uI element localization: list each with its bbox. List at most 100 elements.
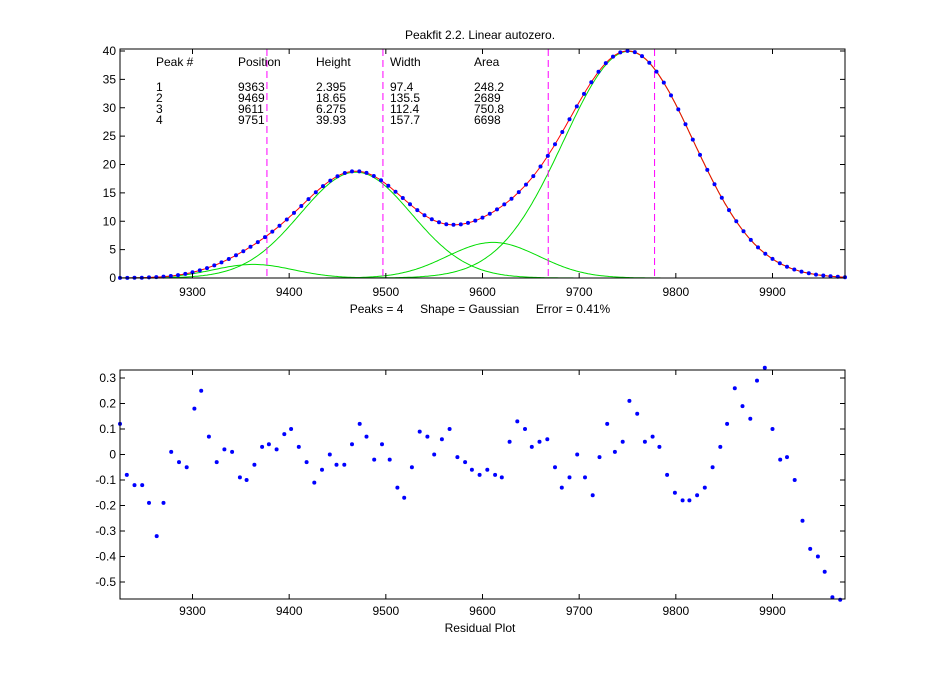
y-tick-label: -0.5: [95, 575, 116, 589]
x-tick-label: 9900: [759, 604, 786, 618]
residual-point: [161, 500, 166, 505]
data-point: [255, 240, 260, 245]
residual-point: [222, 447, 227, 452]
residual-point: [395, 485, 400, 490]
x-tick-label: 9300: [179, 604, 206, 618]
residual-point: [237, 475, 242, 480]
residual-point: [792, 478, 797, 482]
table-cell: 2.395: [316, 80, 346, 94]
residual-point: [553, 465, 557, 470]
residual-point: [364, 434, 369, 439]
data-point: [379, 178, 383, 183]
data-point: [226, 257, 231, 261]
data-point: [828, 274, 833, 279]
residual-point: [214, 460, 219, 465]
x-tick-label: 9300: [179, 285, 206, 299]
table-cell: 112.4: [390, 102, 419, 116]
data-point: [371, 174, 376, 178]
y-tick-label: 0.1: [99, 422, 116, 436]
data-point: [386, 183, 391, 188]
residual-point: [830, 595, 835, 600]
peakfit-plot: Peakfit 2.2. Linear autozero. 9300 9400 95…: [103, 28, 847, 316]
y-tick-label: -0.1: [95, 473, 116, 487]
table-cell: 39.93: [316, 113, 346, 127]
data-point: [625, 48, 630, 53]
residual-point: [252, 462, 257, 467]
data-point: [437, 220, 441, 225]
y-tick-label: 0: [109, 448, 116, 462]
residual-point: [642, 439, 647, 444]
residual-point: [147, 500, 151, 505]
table-cell: 157.7: [390, 113, 420, 127]
residual-points: [118, 365, 843, 602]
residual-point: [755, 378, 759, 383]
residual-point: [350, 442, 354, 447]
residual-point: [672, 490, 677, 495]
residual-point: [372, 457, 377, 462]
residual-point: [327, 452, 332, 457]
data-point: [313, 190, 318, 195]
table-cell: 4: [156, 113, 163, 127]
data-point: [147, 275, 151, 280]
residual-point: [409, 465, 414, 470]
residual-point: [800, 518, 805, 523]
residual-point: [748, 416, 753, 421]
data-point: [458, 222, 463, 227]
data-point: [712, 182, 717, 187]
data-point: [770, 256, 775, 261]
residual-point: [778, 457, 783, 462]
residual-point: [665, 472, 670, 477]
data-point: [277, 223, 282, 228]
x-tick-label: 9400: [276, 285, 303, 299]
y-tick-label: 40: [103, 44, 117, 58]
table-cell: 135.5: [390, 91, 420, 105]
y-tick-label: 15: [103, 186, 117, 200]
data-point: [415, 208, 420, 213]
table-header: Area: [474, 55, 500, 69]
residual-point: [507, 439, 512, 444]
residual-point: [627, 398, 632, 403]
residual-point: [206, 434, 211, 439]
data-point: [480, 215, 485, 220]
table-header: Height: [316, 55, 351, 69]
data-point: [487, 211, 492, 216]
residual-point: [559, 485, 564, 490]
data-point: [357, 169, 362, 174]
residual-point: [463, 460, 468, 465]
data-point: [632, 50, 637, 55]
y-tick-label: -0.3: [95, 524, 116, 538]
data-point: [611, 54, 615, 59]
segment-boundaries: [266, 49, 656, 278]
table-cell: 6698: [474, 113, 501, 127]
table-cell: 248.2: [474, 80, 504, 94]
data-point: [574, 104, 579, 109]
table-cell: 2689: [474, 91, 501, 105]
y-tick-label: 0.2: [99, 397, 116, 411]
y-axis-ticks: 0.3 0.2 0.1 0 -0.1 -0.2 -0.3 -0.4 -0.5: [95, 371, 845, 589]
data-point: [814, 272, 818, 277]
data-point: [509, 196, 514, 201]
data-point: [335, 174, 340, 179]
y-tick-label: 5: [109, 243, 116, 257]
table-header: Peak #: [156, 55, 194, 69]
residual-point: [545, 437, 550, 442]
y-tick-label: 35: [103, 72, 117, 86]
residual-point: [447, 427, 452, 431]
residual-point: [702, 485, 707, 490]
data-point: [168, 274, 173, 278]
residual-point: [177, 460, 181, 465]
data-point: [603, 61, 608, 66]
peak-table: Peak # Position Height Width Area 1 9363 2.395 9…: [156, 55, 504, 127]
data-point: [734, 219, 739, 224]
residual-point: [710, 465, 715, 470]
residual-point: [169, 449, 174, 454]
table-cell: 2: [156, 91, 163, 105]
data-point: [553, 142, 557, 147]
residual-point: [583, 475, 587, 480]
residual-point: [432, 452, 437, 457]
residual-point: [402, 495, 407, 500]
data-point: [748, 237, 753, 242]
data-point: [640, 54, 644, 59]
